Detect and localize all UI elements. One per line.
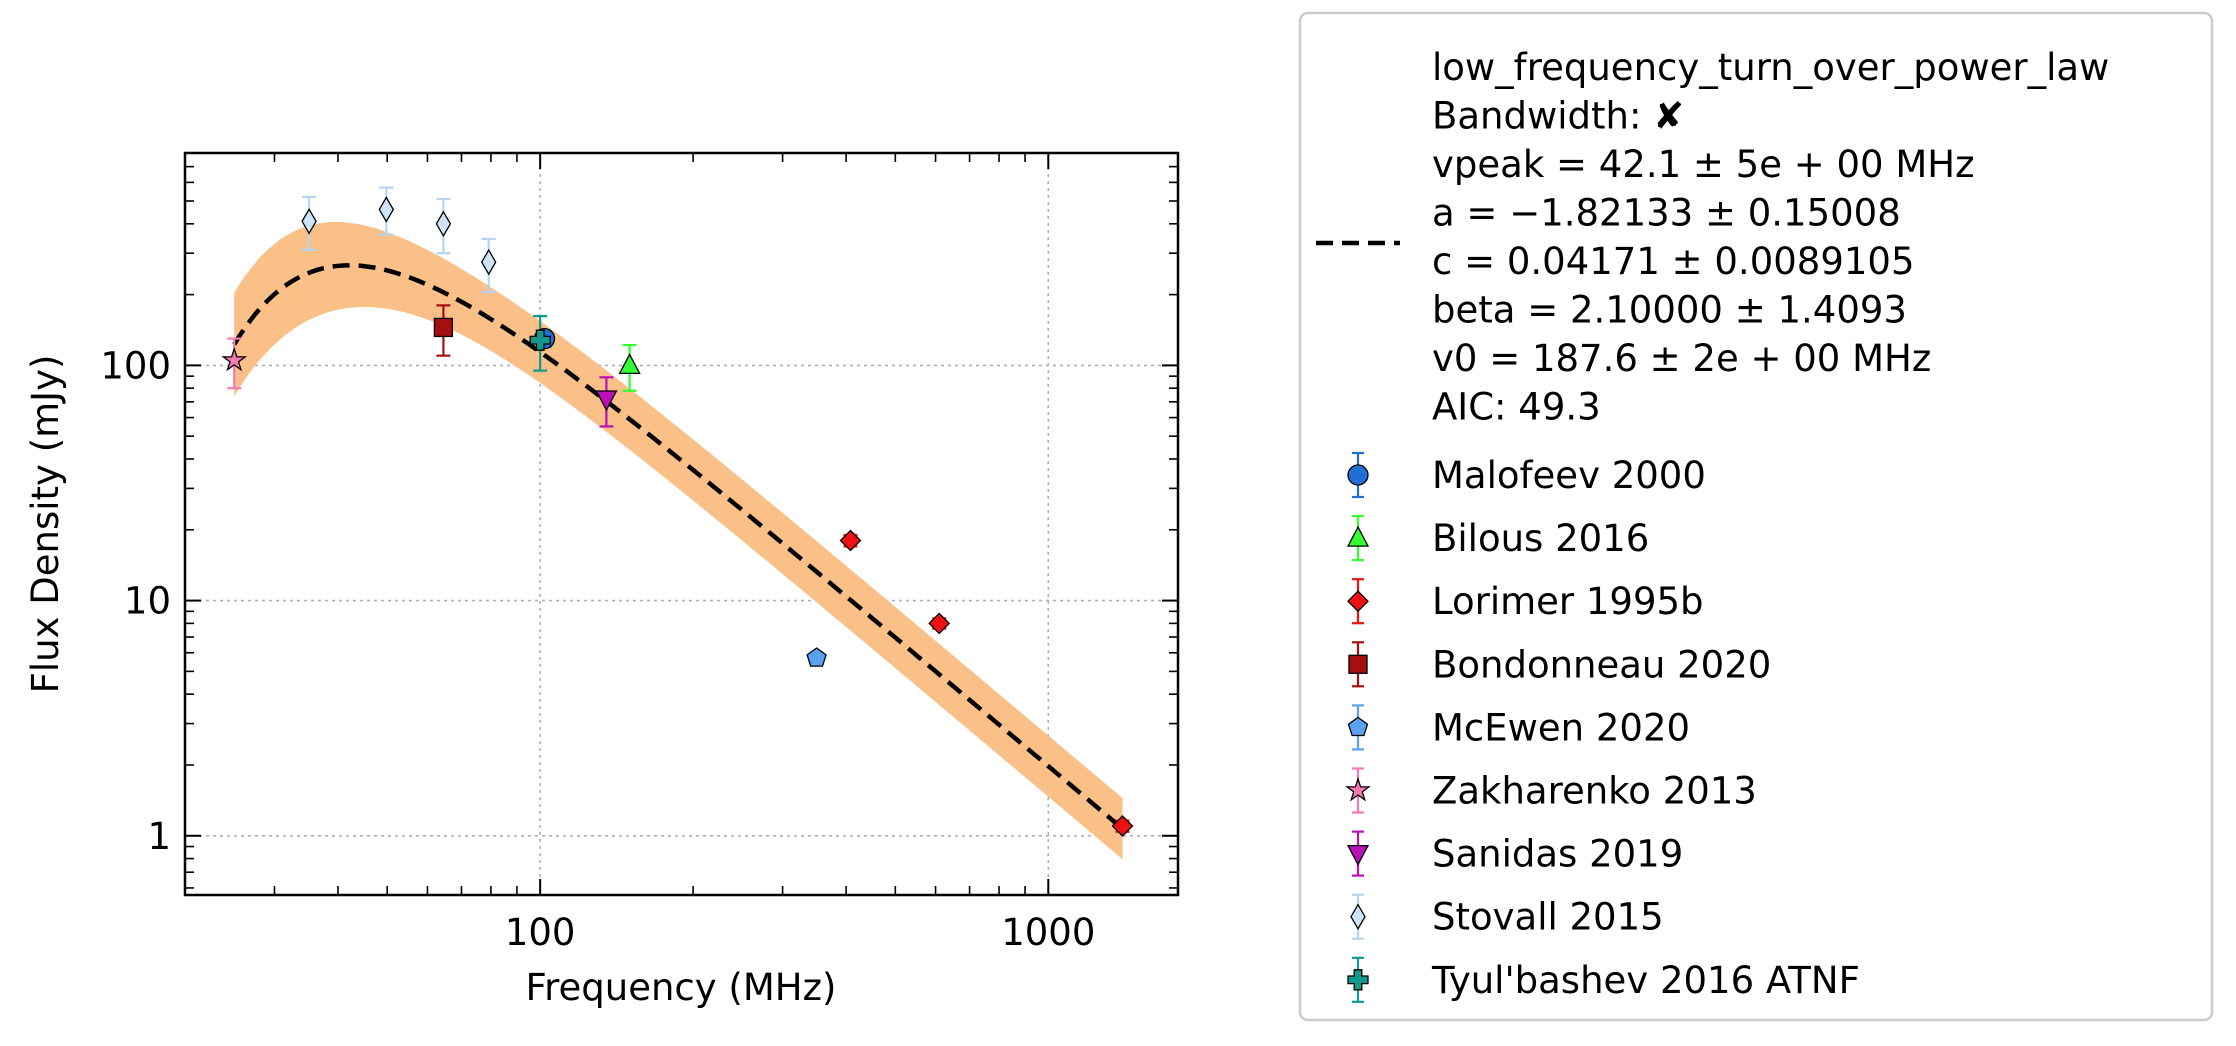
legend-frame: [1298, 11, 2214, 1022]
legend-fit-text: a = −1.82133 ± 0.15008: [1432, 192, 1901, 235]
legend-marker: [1347, 590, 1369, 613]
data-point: [529, 329, 551, 351]
y-tick-label: 10: [124, 580, 171, 623]
data-point: [618, 353, 641, 375]
legend-series-label: Bondonneau 2020: [1432, 643, 1771, 686]
fit-line: [232, 263, 1124, 831]
fit-line-layer: [232, 263, 1124, 831]
x-tick-label: 100: [505, 911, 576, 954]
legend-series-label: Sanidas 2019: [1432, 833, 1683, 876]
x-axis-label: Frequency (MHz): [526, 966, 837, 1009]
data-point: [378, 196, 395, 223]
legend-series-label: Stovall 2015: [1432, 896, 1664, 939]
plot-frame: [183, 151, 1180, 897]
legend-fit-text: low_frequency_turn_over_power_law: [1432, 46, 2109, 89]
legend-series-label: Bilous 2016: [1432, 517, 1649, 560]
y-tick-label: 100: [100, 344, 171, 387]
data-point: [839, 529, 862, 552]
data-point: [435, 210, 452, 238]
legend-marker: [1346, 525, 1370, 547]
legend-series-label: McEwen 2020: [1432, 706, 1690, 749]
legend-fit-text: c = 0.04171 ± 0.0089105: [1432, 240, 1914, 283]
legend-fit-text: Bandwidth: ✘: [1432, 95, 1684, 138]
data-point: [480, 248, 497, 276]
data-point: [928, 612, 951, 635]
legend-marker: [1347, 464, 1369, 486]
legend-series-label: Tyul'bashev 2016 ATNF: [1431, 959, 1860, 1002]
legend: low_frequency_turn_over_power_law Bandwid…: [1298, 11, 2214, 1022]
legend-series-label: Zakharenko 2013: [1432, 770, 1757, 813]
data-point: [433, 317, 454, 338]
legend-fit-text: AIC: 49.3: [1432, 386, 1601, 429]
legend-marker: [1347, 716, 1369, 737]
data-point: [806, 647, 827, 667]
legend-series-label: Malofeev 2000: [1432, 454, 1706, 497]
legend-marker: [1348, 654, 1368, 674]
axis-ticks: 100 1000 1 10 100: [100, 153, 1178, 954]
fit-band-layer: [234, 221, 1123, 860]
data-point: [1111, 815, 1134, 837]
legend-marker: [1347, 969, 1369, 991]
y-tick-label: 1: [147, 815, 171, 858]
data-markers: [221, 196, 1134, 837]
legend-series-label: Lorimer 1995b: [1432, 580, 1704, 623]
data-point: [301, 208, 317, 235]
data-point: [595, 390, 618, 412]
legend-marker: [1346, 844, 1370, 866]
legend-fit-text: vpeak = 42.1 ± 5e + 00 MHz: [1432, 143, 1975, 186]
y-axis-label: Flux Density (mJy): [24, 355, 67, 694]
legend-fit-text: beta = 2.10000 ± 1.4093: [1432, 289, 1907, 332]
x-tick-label: 1000: [1001, 911, 1095, 954]
legend-marker: [1350, 903, 1366, 930]
legend-marker: [1345, 776, 1371, 802]
fit-uncertainty-band: [234, 221, 1123, 860]
legend-fit-text: v0 = 187.6 ± 2e + 00 MHz: [1432, 337, 1931, 380]
data-point: [221, 346, 248, 372]
